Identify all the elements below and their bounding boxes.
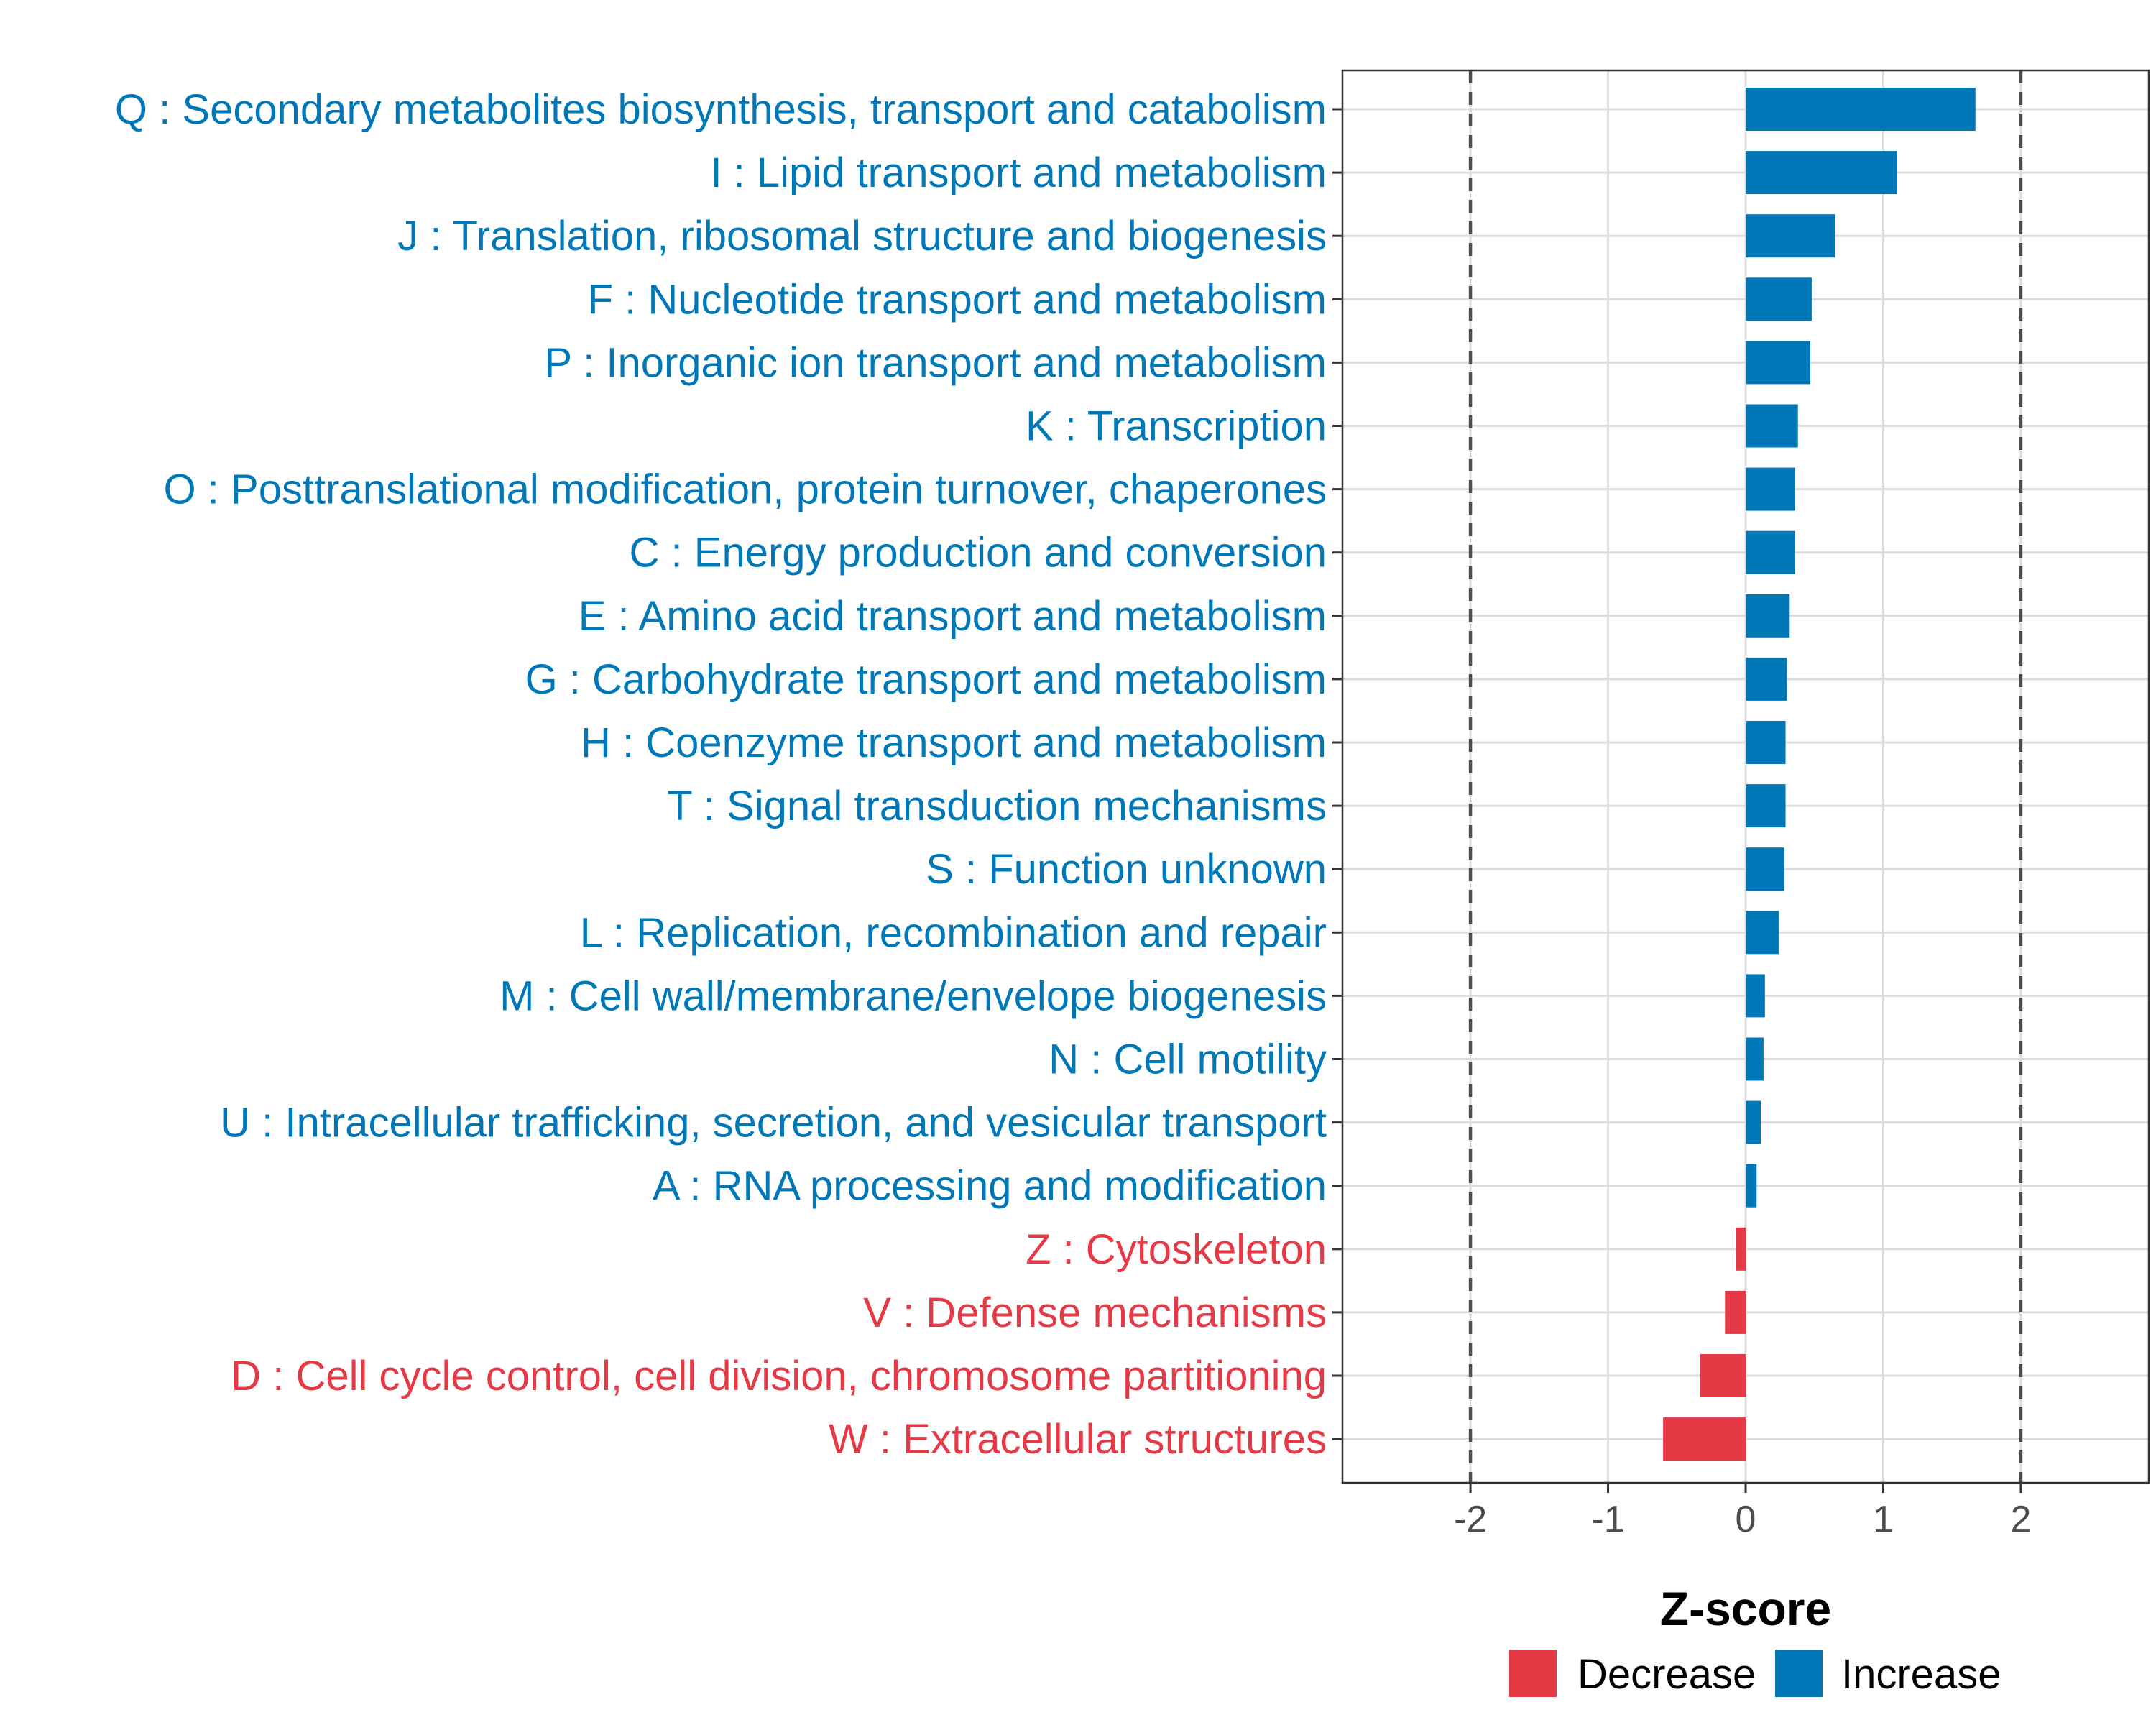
x-axis-ticks: -2 -1 0 1 2 <box>1454 1483 2031 1540</box>
category-label: M : Cell wall/membrane/envelope biogenes… <box>499 972 1327 1019</box>
bar <box>1746 404 1798 448</box>
bar <box>1663 1417 1746 1461</box>
bar <box>1746 341 1810 385</box>
bar <box>1746 1164 1757 1208</box>
category-label: F : Nucleotide transport and metabolism <box>588 276 1327 323</box>
bar <box>1746 1037 1764 1081</box>
legend-swatch-increase <box>1775 1650 1823 1697</box>
reference-lines <box>1468 70 2023 1483</box>
category-label: W : Extracellular structures <box>829 1416 1327 1463</box>
bar <box>1746 594 1790 638</box>
bar <box>1746 530 1795 574</box>
bar <box>1746 467 1795 511</box>
y-axis-ticks <box>1332 108 1342 1440</box>
category-label: N : Cell motility <box>1049 1036 1327 1083</box>
x-axis-title: Z-score <box>1660 1582 1831 1635</box>
bar <box>1746 1100 1761 1144</box>
bar <box>1746 784 1786 828</box>
legend-swatch-decrease <box>1509 1650 1557 1697</box>
category-label: J : Translation, ribosomal structure and… <box>397 213 1327 259</box>
bar <box>1725 1290 1746 1334</box>
x-tick-label: -1 <box>1591 1499 1624 1540</box>
category-label: Z : Cytoskeleton <box>1026 1226 1327 1273</box>
category-label: Q : Secondary metabolites biosynthesis, … <box>115 86 1327 133</box>
bar <box>1746 911 1779 954</box>
bars <box>1663 88 1976 1461</box>
x-tick-label: 2 <box>2010 1499 2031 1540</box>
x-tick-label: -2 <box>1454 1499 1487 1540</box>
category-label: S : Function unknown <box>926 846 1327 893</box>
bar <box>1746 974 1765 1018</box>
x-tick-label: 1 <box>1873 1499 1894 1540</box>
bar <box>1746 151 1897 195</box>
bar <box>1736 1227 1746 1271</box>
legend-label-decrease: Decrease <box>1577 1651 1756 1698</box>
category-label: H : Coenzyme transport and metabolism <box>581 719 1327 766</box>
category-label: D : Cell cycle control, cell division, c… <box>231 1353 1327 1399</box>
x-tick-label: 0 <box>1736 1499 1756 1540</box>
category-label: T : Signal transduction mechanisms <box>667 783 1327 829</box>
bar <box>1746 214 1835 258</box>
category-label: I : Lipid transport and metabolism <box>710 150 1327 196</box>
bar <box>1746 847 1784 891</box>
bar <box>1700 1354 1746 1397</box>
category-label: U : Intracellular trafficking, secretion… <box>220 1100 1327 1146</box>
category-label: L : Replication, recombination and repai… <box>580 909 1327 956</box>
category-label: O : Posttranslational modification, prot… <box>164 466 1327 513</box>
bar <box>1746 88 1976 131</box>
category-label: A : RNA processing and modification <box>653 1163 1327 1210</box>
bar <box>1746 657 1787 701</box>
category-label: V : Defense mechanisms <box>863 1289 1327 1336</box>
category-labels: Q : Secondary metabolites biosynthesis, … <box>115 86 1327 1463</box>
category-label: C : Energy production and conversion <box>630 530 1327 576</box>
bar <box>1746 721 1786 764</box>
category-label: K : Transcription <box>1026 403 1327 450</box>
category-label: P : Inorganic ion transport and metaboli… <box>544 339 1327 386</box>
legend: Decrease Increase <box>1509 1650 2001 1698</box>
category-label: G : Carbohydrate transport and metabolis… <box>525 656 1327 703</box>
bar <box>1746 277 1812 321</box>
legend-label-increase: Increase <box>1841 1651 2001 1698</box>
category-label: E : Amino acid transport and metabolism <box>579 593 1327 640</box>
